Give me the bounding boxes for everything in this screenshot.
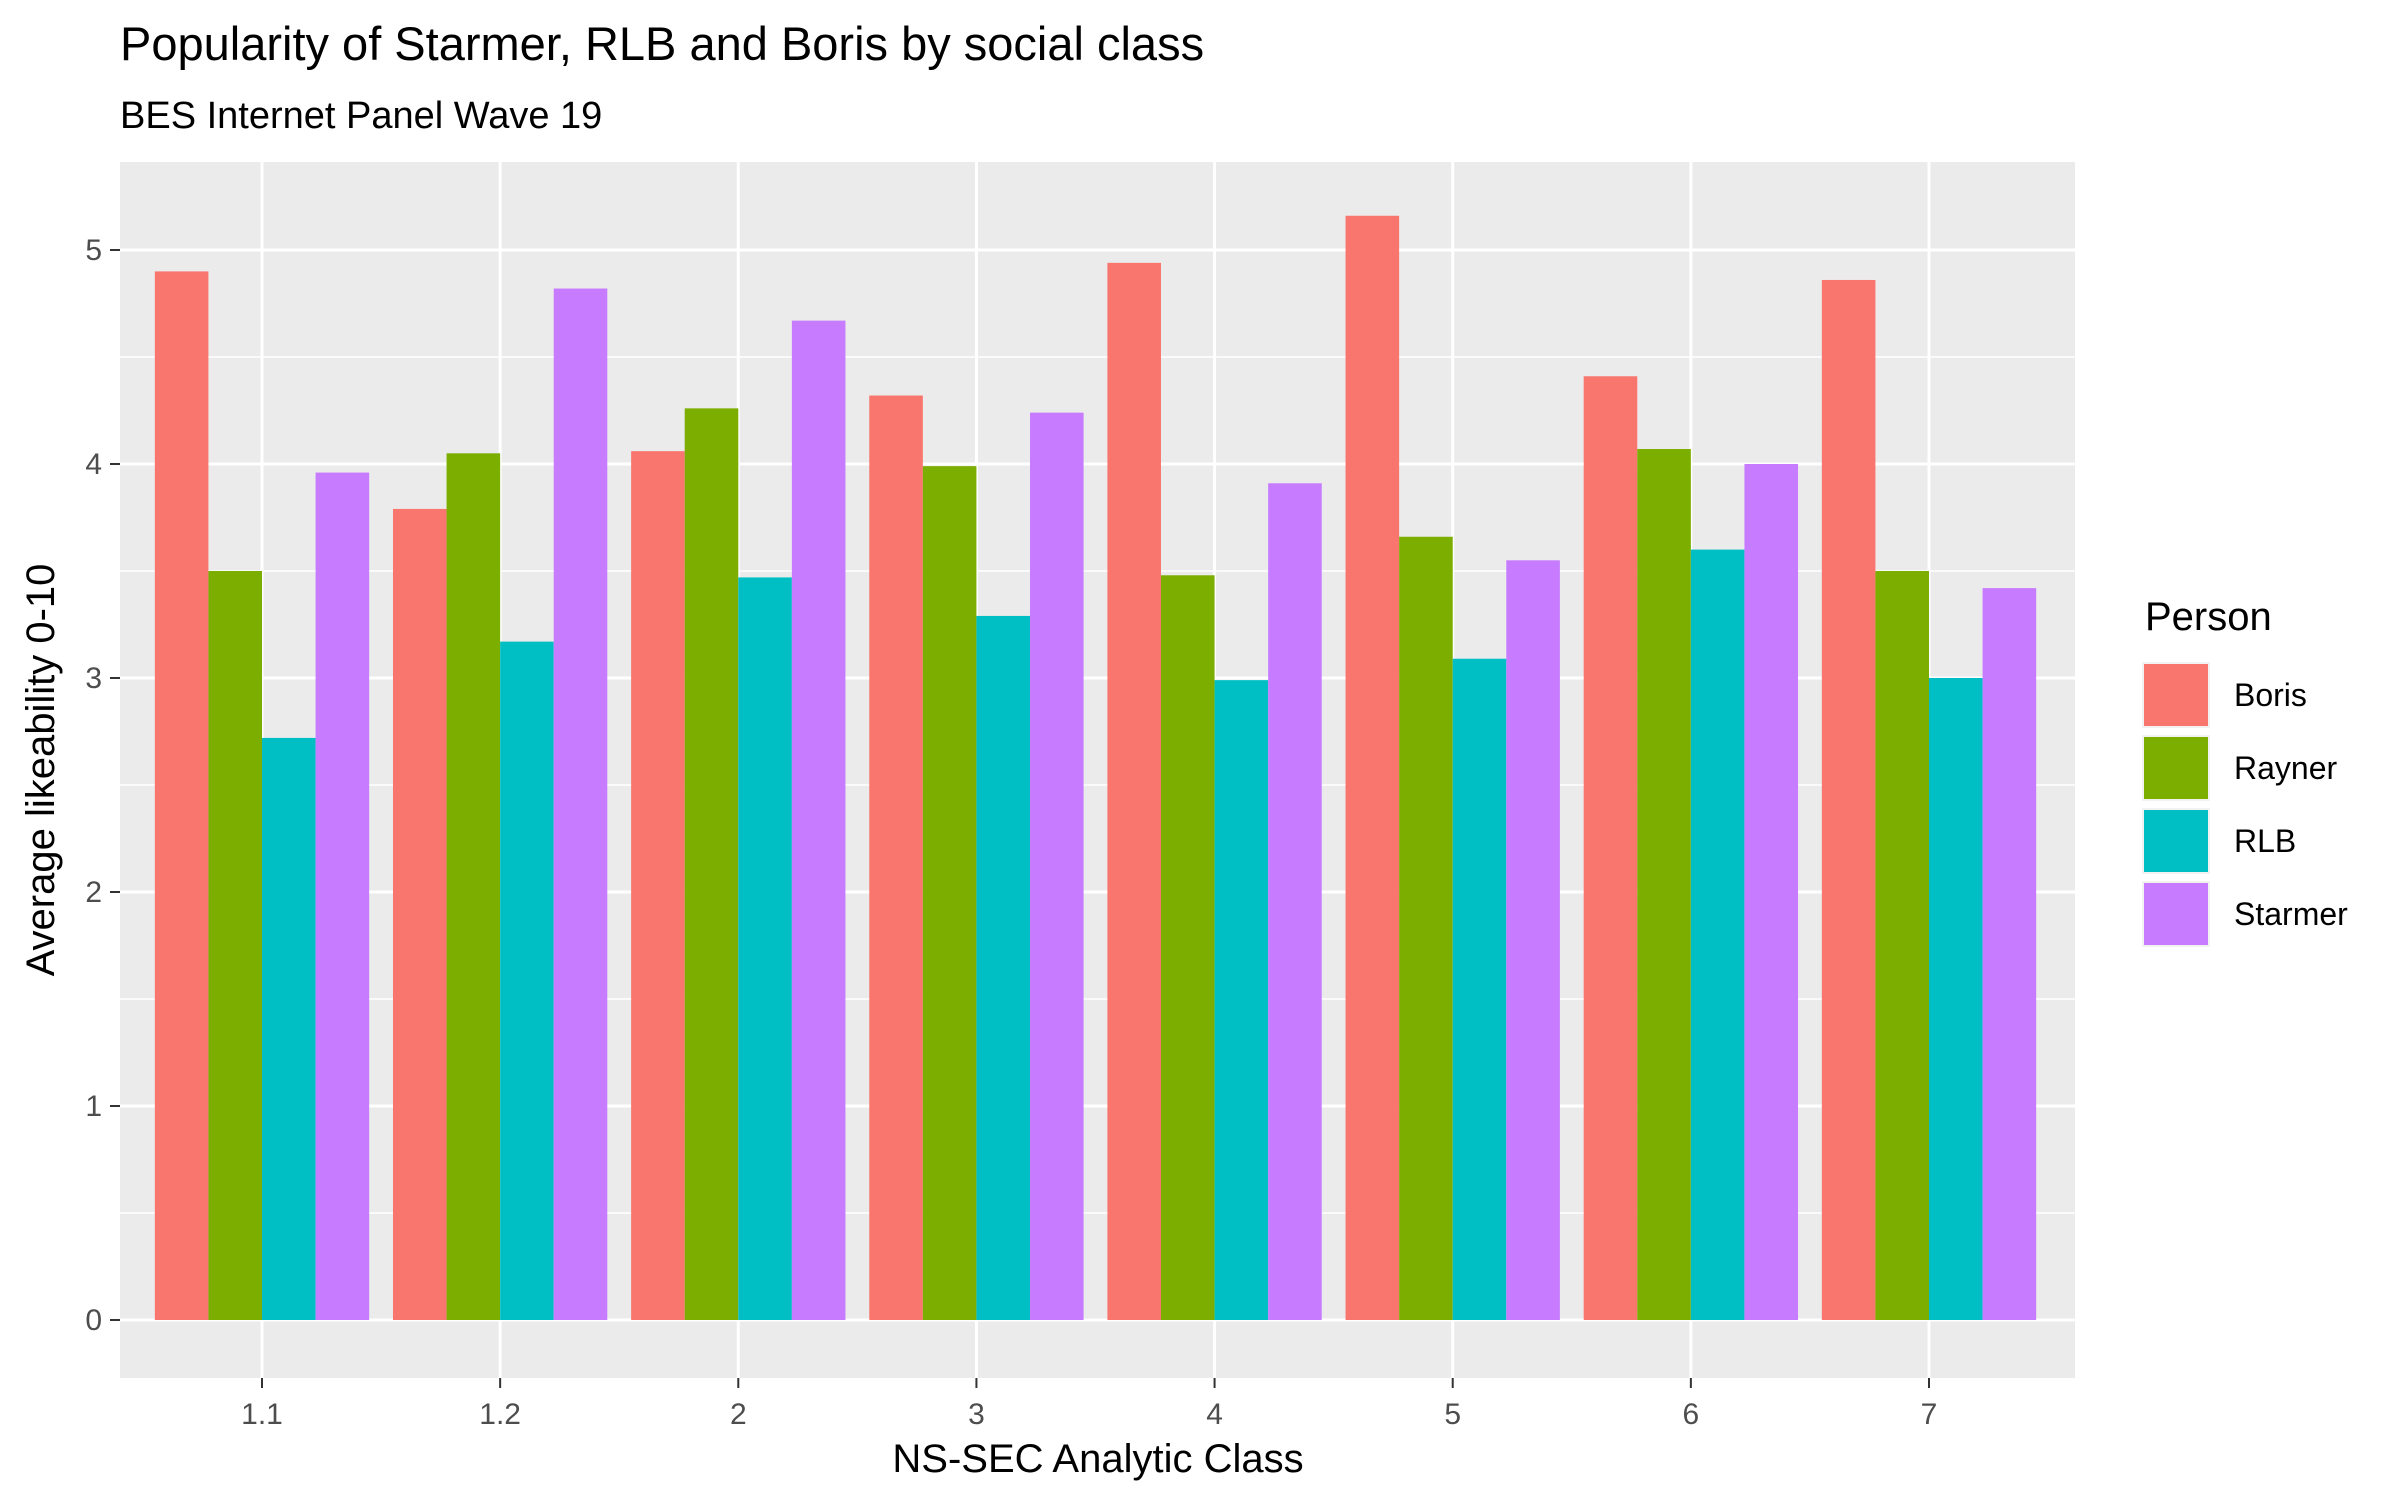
x-tick-label: 1.1	[241, 1398, 283, 1431]
x-tick-label: 5	[1444, 1398, 1461, 1431]
legend-swatch-rlb	[2144, 810, 2208, 872]
legend-label-rayner: Rayner	[2234, 750, 2338, 786]
bar-boris-2	[631, 451, 685, 1320]
legend: Person Boris Rayner RLB Starmer	[2142, 595, 2348, 947]
bar-boris-6	[1583, 376, 1638, 1320]
y-tick-label: 0	[85, 1304, 102, 1337]
bar-rayner-7	[1875, 571, 1929, 1320]
bar-rayner-6	[1637, 449, 1691, 1320]
bar-rayner-3	[922, 466, 977, 1320]
legend-swatch-starmer	[2144, 883, 2208, 945]
bar-rlb-3	[976, 615, 1031, 1320]
y-tick-label: 4	[85, 448, 102, 481]
bar-rlb-5	[1452, 658, 1507, 1320]
y-axis-title: Average likeability 0-10	[19, 564, 63, 977]
x-tick-label: 6	[1683, 1398, 1700, 1431]
x-axis: 1.1 1.2 2 3 4 5 6 7	[241, 1378, 1937, 1431]
bar-starmer-4	[1268, 483, 1322, 1320]
bar-rayner-1.2	[446, 453, 501, 1320]
bar-boris-7	[1821, 279, 1876, 1321]
bar-starmer-3	[1030, 412, 1084, 1320]
y-tick-label: 3	[85, 662, 102, 695]
bar-rayner-2	[684, 408, 739, 1320]
y-tick-label: 5	[85, 234, 102, 267]
bar-boris-4	[1107, 262, 1161, 1321]
bar-boris-1.1	[154, 271, 209, 1320]
bar-starmer-5	[1506, 560, 1560, 1320]
bar-rayner-5	[1399, 536, 1453, 1320]
bar-rlb-2	[738, 577, 792, 1320]
chart-subtitle: BES Internet Panel Wave 19	[120, 95, 602, 137]
legend-label-rlb: RLB	[2234, 823, 2296, 859]
bars	[154, 215, 2037, 1321]
x-tick-label: 2	[730, 1398, 747, 1431]
chart-title: Popularity of Starmer, RLB and Boris by …	[120, 17, 1204, 70]
legend-title: Person	[2145, 595, 2272, 639]
bar-rlb-6	[1690, 549, 1745, 1320]
bar-starmer-2	[791, 320, 846, 1320]
legend-swatch-boris	[2144, 664, 2208, 726]
bar-rlb-4	[1214, 680, 1269, 1320]
legend-label-boris: Boris	[2234, 677, 2307, 713]
x-tick-label: 3	[968, 1398, 985, 1431]
bar-starmer-7	[1982, 588, 2037, 1320]
bar-starmer-6	[1744, 464, 1799, 1320]
bar-starmer-1.1	[315, 472, 370, 1320]
y-axis: 0 1 2 3 4 5	[85, 234, 120, 1337]
bar-starmer-1.2	[553, 288, 608, 1320]
y-tick-label: 1	[85, 1090, 102, 1123]
y-tick-label: 2	[85, 876, 102, 909]
x-tick-label: 1.2	[479, 1398, 521, 1431]
bar-boris-1.2	[392, 508, 447, 1320]
bar-rlb-1.1	[262, 737, 316, 1320]
x-axis-title: NS-SEC Analytic Class	[892, 1437, 1303, 1481]
bar-rayner-1.1	[208, 571, 262, 1320]
bar-boris-3	[869, 395, 923, 1320]
x-tick-label: 7	[1921, 1398, 1938, 1431]
bar-rlb-7	[1929, 678, 1983, 1320]
bar-boris-5	[1345, 215, 1400, 1320]
legend-label-starmer: Starmer	[2234, 896, 2348, 932]
x-tick-label: 4	[1206, 1398, 1223, 1431]
bar-rlb-1.2	[500, 641, 554, 1320]
bar-rayner-4	[1160, 575, 1215, 1320]
legend-swatch-rayner	[2144, 737, 2208, 799]
